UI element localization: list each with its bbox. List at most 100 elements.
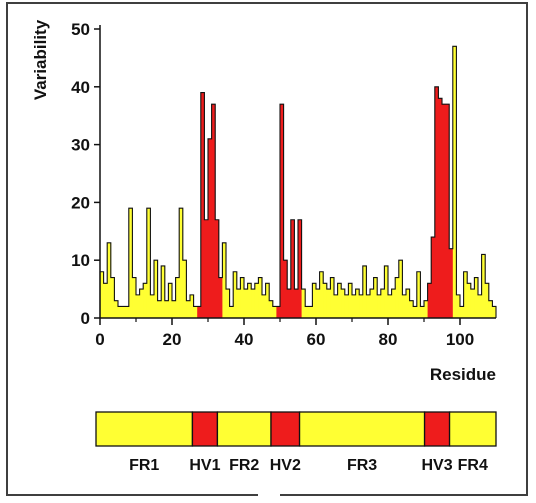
y-tick-label: 0 — [81, 309, 90, 328]
segment-fr4 — [448, 411, 497, 447]
variability-bar — [470, 289, 475, 318]
variability-bar — [236, 289, 241, 318]
variability-bar — [143, 283, 148, 318]
segment-label-fr4: FR4 — [458, 457, 488, 474]
variability-bar — [301, 289, 306, 318]
variability-bar — [438, 98, 443, 318]
variability-bar — [107, 242, 112, 318]
variability-bar — [308, 306, 313, 318]
x-tick-label: 0 — [95, 330, 104, 349]
variability-bar — [118, 306, 122, 318]
variability-bar — [319, 271, 324, 318]
variability-bar — [420, 306, 425, 318]
variability-bar — [391, 289, 396, 318]
variability-bar — [190, 294, 194, 318]
variability-bar — [290, 219, 295, 318]
variability-bar — [168, 283, 173, 318]
variability-bar — [150, 294, 155, 318]
variability-bar — [398, 260, 403, 318]
y-axis-title: Variability — [31, 19, 50, 100]
variability-bar — [175, 277, 180, 318]
y-tick-label: 30 — [71, 136, 90, 155]
variability-bar — [384, 265, 389, 318]
variability-bar — [226, 289, 230, 318]
variability-bar — [186, 300, 191, 318]
variability-bar — [197, 306, 202, 318]
variability-bar — [287, 289, 292, 318]
x-tick-label: 100 — [446, 330, 474, 349]
variability-bar — [334, 294, 338, 318]
variability-bar — [262, 294, 266, 318]
segment-fr2 — [216, 411, 272, 447]
variability-bar — [326, 289, 331, 318]
variability-bar — [409, 300, 414, 318]
variability-bar — [254, 283, 259, 318]
segment-label-hv3: HV3 — [422, 457, 453, 474]
variability-bar — [406, 289, 410, 318]
variability-bar — [337, 283, 342, 318]
variability-bar — [215, 219, 220, 318]
variability-bar — [193, 306, 198, 318]
variability-bar — [204, 219, 209, 318]
segment-fr1 — [95, 411, 194, 447]
variability-bar — [395, 277, 400, 318]
variability-bar — [413, 306, 418, 318]
variability-bar — [442, 104, 446, 318]
variability-bar — [283, 260, 288, 318]
variability-bar — [366, 294, 371, 318]
segment-hv3 — [423, 411, 451, 447]
x-tick-label: 20 — [163, 330, 182, 349]
variability-outline — [99, 45, 497, 318]
x-tick-label: 60 — [307, 330, 326, 349]
variability-bar — [323, 283, 328, 318]
x-tick-label: 80 — [379, 330, 398, 349]
variability-bar — [128, 208, 133, 318]
variability-bar — [276, 306, 281, 318]
axes-layer: 0 10 20 30 40 50 0 20 40 60 80 100 — [71, 20, 496, 349]
variability-bar — [474, 277, 479, 318]
variability-bar — [434, 86, 439, 318]
variability-bar — [132, 277, 137, 318]
variability-bar — [182, 260, 187, 318]
variability-bar — [373, 277, 378, 318]
segment-hv1 — [191, 411, 219, 447]
variability-bar — [240, 277, 245, 318]
variability-bar — [352, 294, 356, 318]
frame-notch — [258, 491, 280, 503]
variability-bar — [211, 104, 216, 318]
segment-label-hv2: HV2 — [270, 457, 301, 474]
variability-bar — [121, 306, 126, 318]
variability-bar — [402, 294, 407, 318]
variability-bar — [251, 289, 256, 318]
variability-bar — [298, 219, 302, 318]
variability-bar — [452, 46, 457, 319]
segment-label-hv1: HV1 — [189, 457, 220, 474]
variability-bar — [305, 306, 310, 318]
y-tick-label: 10 — [71, 251, 90, 270]
segment-label-fr1: FR1 — [129, 457, 159, 474]
variability-bar — [146, 208, 151, 318]
variability-bar — [265, 283, 270, 318]
variability-bar — [110, 277, 115, 318]
variability-bar — [139, 289, 144, 318]
variability-bar — [312, 283, 317, 318]
segment-hv2 — [270, 411, 301, 447]
variability-bar — [485, 283, 490, 318]
variability-bar — [164, 300, 169, 318]
segment-label-fr2: FR2 — [229, 457, 259, 474]
y-tick-label: 40 — [71, 78, 90, 97]
variability-bar — [388, 294, 392, 318]
variability-bar — [348, 283, 353, 318]
variability-bar — [416, 271, 421, 318]
variability-bar — [269, 300, 274, 318]
variability-bar — [460, 306, 464, 318]
variability-bar — [103, 283, 108, 318]
variability-bar — [344, 294, 349, 318]
variability-bar — [114, 300, 119, 318]
variability-bar — [222, 242, 227, 318]
variability-bar — [449, 248, 454, 318]
variability-bar — [157, 300, 162, 318]
variability-bar — [362, 265, 367, 318]
variability-bar — [445, 104, 450, 318]
